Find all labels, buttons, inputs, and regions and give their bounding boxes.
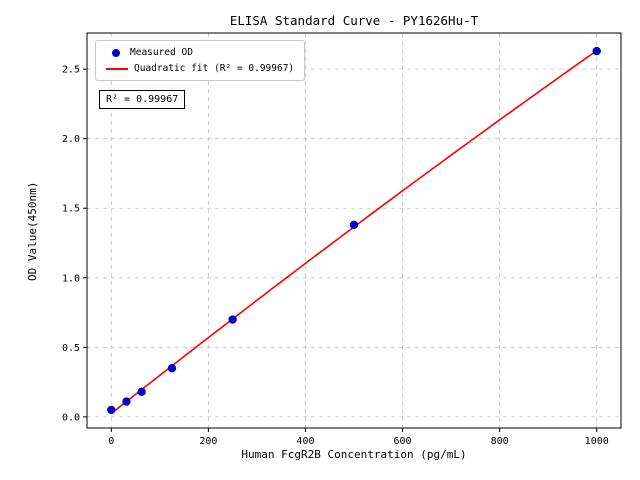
svg-text:0: 0 <box>108 436 114 447</box>
plot-frame <box>86 32 622 429</box>
legend-item-measured-od: Measured OD <box>106 47 294 58</box>
legend-label-measured-od: Measured OD <box>130 47 193 58</box>
svg-text:600: 600 <box>394 436 412 447</box>
svg-text:0.5: 0.5 <box>62 343 80 354</box>
data-point <box>167 363 177 373</box>
svg-text:2.5: 2.5 <box>62 65 80 76</box>
svg-text:1.5: 1.5 <box>62 204 80 215</box>
data-point <box>122 397 131 406</box>
tick-marks <box>83 68 598 432</box>
data-point <box>228 315 237 324</box>
tick-labels: 0 200 400 600 800 1000 0.0 0.5 1.0 1.5 2.0 2.5 <box>62 65 609 447</box>
svg-text:1000: 1000 <box>585 436 609 447</box>
r-squared-annotation: R² = 0.99967 <box>99 90 186 109</box>
data-point <box>592 46 601 56</box>
svg-text:0.0: 0.0 <box>62 412 80 423</box>
measured-od-dot-icon <box>112 48 120 57</box>
x-axis-label: Human FcgR2B Concentration (pg/mL) <box>241 448 467 461</box>
svg-text:400: 400 <box>296 436 314 447</box>
quadratic-fit-line-icon <box>106 67 128 70</box>
svg-text:2.0: 2.0 <box>62 134 80 145</box>
data-point <box>349 220 359 230</box>
grid-lines <box>87 33 621 428</box>
data-point <box>107 405 116 415</box>
legend-item-quadratic-fit: Quadratic fit (R² = 0.99967) <box>106 63 294 74</box>
y-axis-label: OD Value(450nm) <box>26 181 39 281</box>
legend-label-quadratic-fit: Quadratic fit (R² = 0.99967) <box>134 63 295 74</box>
svg-text:200: 200 <box>199 436 217 447</box>
svg-text:1.0: 1.0 <box>62 273 80 284</box>
measured-od-points <box>107 46 601 415</box>
legend: Measured OD Quadratic fit (R² = 0.99967) <box>95 40 306 81</box>
svg-text:800: 800 <box>491 436 509 447</box>
chart-title: ELISA Standard Curve - PY1626Hu-T <box>229 13 479 28</box>
data-point <box>137 387 146 397</box>
